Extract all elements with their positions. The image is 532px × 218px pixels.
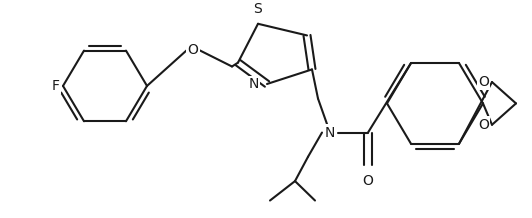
Text: O: O (478, 118, 489, 132)
Text: N: N (248, 77, 259, 91)
Text: N: N (325, 126, 335, 140)
Text: O: O (188, 43, 198, 57)
Text: O: O (478, 75, 489, 89)
Text: F: F (52, 79, 60, 93)
Text: S: S (254, 2, 262, 16)
Text: O: O (363, 174, 373, 188)
